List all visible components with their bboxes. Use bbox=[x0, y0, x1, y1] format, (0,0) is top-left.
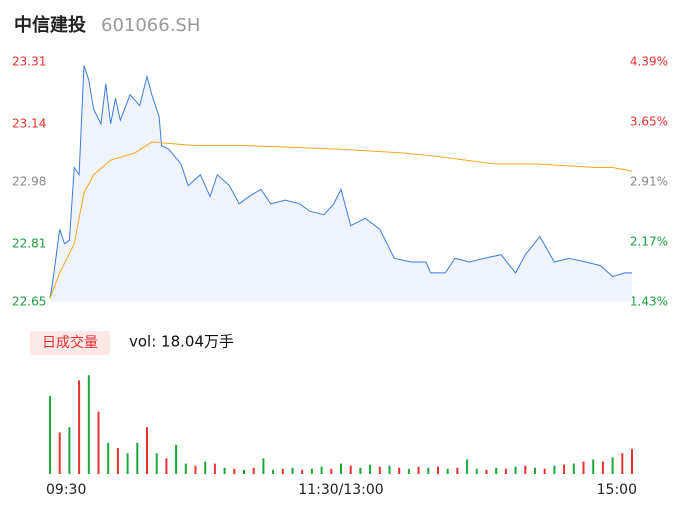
volume-bar bbox=[330, 468, 333, 474]
volume-bar bbox=[68, 427, 71, 474]
volume-bar bbox=[378, 466, 381, 474]
volume-bar bbox=[485, 469, 488, 474]
volume-bar bbox=[563, 464, 566, 474]
x-tick-label: 11:30/13:00 bbox=[298, 482, 383, 498]
volume-bar bbox=[223, 467, 226, 474]
volume-bar bbox=[107, 442, 110, 474]
volume-bar bbox=[78, 380, 81, 474]
volume-bar bbox=[97, 411, 100, 474]
volume-bar bbox=[427, 467, 430, 474]
chart-subtitle: 601066.SH bbox=[101, 15, 200, 36]
volume-bar bbox=[340, 463, 342, 474]
volume-bar bbox=[601, 461, 604, 474]
y-tick-label: 22.65 bbox=[12, 295, 46, 309]
y-tick-label: 22.98 bbox=[12, 175, 46, 189]
y-tick-label: 22.81 bbox=[12, 236, 46, 250]
volume-bar bbox=[184, 463, 187, 474]
volume-bar bbox=[572, 463, 575, 474]
y-tick-label: 23.14 bbox=[12, 116, 46, 130]
volume-bar bbox=[310, 468, 313, 474]
price-area bbox=[50, 65, 632, 303]
volume-bar bbox=[534, 467, 536, 474]
y-tick-label: 23.31 bbox=[12, 55, 46, 69]
volume-bar bbox=[398, 467, 401, 474]
volume-bar bbox=[116, 448, 119, 474]
volume-bar bbox=[155, 453, 158, 474]
volume-bar bbox=[301, 469, 304, 474]
volume-bar bbox=[49, 396, 51, 474]
volume-bar bbox=[252, 467, 255, 474]
volume-bar bbox=[446, 468, 449, 474]
volume-bar bbox=[407, 468, 410, 474]
volume-bar bbox=[126, 453, 129, 474]
volume-bar bbox=[543, 468, 546, 474]
volume-bar bbox=[437, 466, 439, 474]
volume-label-box bbox=[30, 331, 110, 355]
volume-bar bbox=[359, 467, 362, 474]
series-line bbox=[49, 141, 633, 299]
volume-bar bbox=[204, 461, 207, 474]
volume-bar bbox=[514, 466, 517, 474]
volume-bar bbox=[213, 463, 216, 474]
y2-tick-label: 2.91% bbox=[630, 175, 668, 189]
volume-bar bbox=[320, 466, 323, 474]
volume-bar bbox=[524, 465, 527, 474]
volume-bar bbox=[592, 459, 595, 474]
volume-label: 日成交量 bbox=[42, 334, 98, 351]
volume-bar bbox=[175, 444, 178, 474]
volume-bar bbox=[291, 467, 294, 474]
chart-title: 中信建投 bbox=[14, 14, 86, 36]
volume-bar bbox=[553, 465, 556, 474]
volume-bar bbox=[58, 432, 61, 474]
y2-tick-label: 1.43% bbox=[630, 295, 668, 309]
volume-bar bbox=[243, 469, 245, 474]
series-line bbox=[49, 65, 632, 299]
y2-tick-label: 3.65% bbox=[630, 115, 668, 129]
volume-bar bbox=[349, 465, 352, 474]
volume-bar bbox=[272, 469, 275, 474]
x-tick-label: 09:30 bbox=[46, 482, 86, 498]
volume-bar bbox=[87, 375, 90, 474]
volume-bar bbox=[262, 458, 265, 474]
volume-bar bbox=[456, 467, 459, 474]
volume-bar bbox=[417, 466, 420, 474]
volume-bar bbox=[233, 468, 236, 474]
volume-bar bbox=[475, 468, 478, 474]
volume-bar bbox=[369, 464, 372, 474]
volume-bar bbox=[194, 465, 197, 474]
volume-bar bbox=[582, 461, 585, 474]
volume-bar bbox=[466, 459, 469, 474]
x-tick-label: 15:00 bbox=[597, 482, 637, 498]
volume-bar bbox=[495, 467, 498, 474]
volume-bar bbox=[504, 468, 507, 474]
volume-bar bbox=[136, 442, 139, 474]
volume-bar bbox=[631, 449, 633, 474]
volume-bar bbox=[621, 453, 624, 474]
y2-tick-label: 2.17% bbox=[630, 235, 668, 249]
volume-bar bbox=[388, 465, 391, 474]
volume-bar bbox=[281, 468, 284, 474]
volume-bar bbox=[165, 458, 168, 474]
volume-bar bbox=[146, 427, 148, 474]
y2-tick-label: 4.39% bbox=[630, 55, 668, 69]
volume-text: vol: 18.04万手 bbox=[129, 333, 234, 351]
volume-bar bbox=[611, 457, 614, 474]
